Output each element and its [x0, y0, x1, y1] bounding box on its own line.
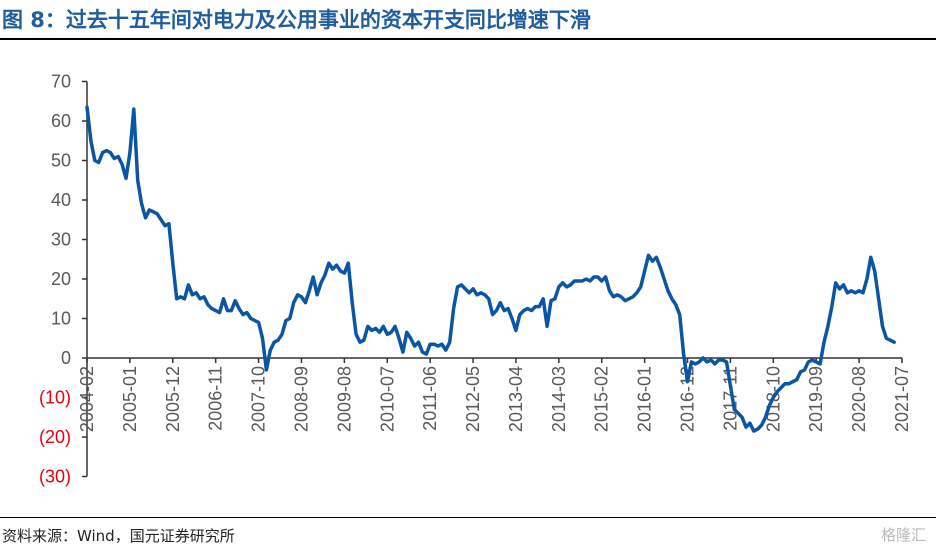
x-tick-label: 2014-03	[549, 366, 569, 432]
y-tick-label: (30)	[39, 467, 71, 487]
x-axis-ticks: 2004-02 2005-01 2005-12 2006-11 2007-10 2008-…	[77, 358, 912, 432]
capex-yoy-line	[85, 105, 896, 433]
y-tick-label: 50	[51, 151, 71, 171]
x-tick-label: 2021-07	[892, 366, 912, 432]
x-tick-label: 2013-04	[506, 366, 526, 432]
y-tick-label: 0	[61, 348, 71, 368]
y-tick-label: 70	[51, 72, 71, 92]
y-axis-ticks: 70 60 50 40 30 20 10 0 (10) (20) (30)	[39, 72, 87, 487]
y-tick-label: 10	[51, 309, 71, 329]
x-tick-label: 2008-09	[291, 366, 311, 432]
x-tick-label: 2009-08	[334, 366, 354, 432]
x-tick-label: 2016-12	[678, 366, 698, 432]
x-tick-label: 2016-01	[635, 366, 655, 432]
x-tick-label: 2015-02	[592, 366, 612, 432]
x-tick-label: 2006-11	[206, 366, 226, 431]
x-tick-label: 2019-09	[806, 366, 826, 432]
title-divider	[0, 38, 936, 40]
x-tick-label: 2005-01	[120, 366, 140, 432]
x-tick-label: 2007-10	[249, 366, 269, 432]
y-tick-label: 30	[51, 230, 71, 250]
source-note: 资料来源：Wind，国元证券研究所	[2, 527, 235, 545]
y-tick-label: (10)	[39, 388, 71, 408]
watermark: 格隆汇	[880, 526, 926, 544]
x-tick-label: 2017-11	[720, 366, 740, 431]
x-tick-label: 2004-02	[77, 366, 97, 432]
x-tick-label: 2005-12	[163, 366, 183, 432]
x-tick-label: 2010-07	[377, 366, 397, 432]
source-divider	[0, 517, 936, 518]
x-tick-label: 2011-06	[420, 366, 440, 431]
y-tick-label: 20	[51, 269, 71, 289]
line-chart: 70 60 50 40 30 20 10 0 (10) (20) (30) 2004-02 2005-…	[39, 72, 912, 487]
y-tick-label: 60	[51, 111, 71, 131]
x-tick-label: 2020-08	[849, 366, 869, 432]
y-tick-label: 40	[51, 190, 71, 210]
y-tick-label: (20)	[39, 427, 71, 447]
x-tick-label: 2012-05	[463, 366, 483, 432]
figure-title: 图 8：过去十五年间对电力及公用事业的资本开支同比增速下滑	[2, 8, 591, 32]
